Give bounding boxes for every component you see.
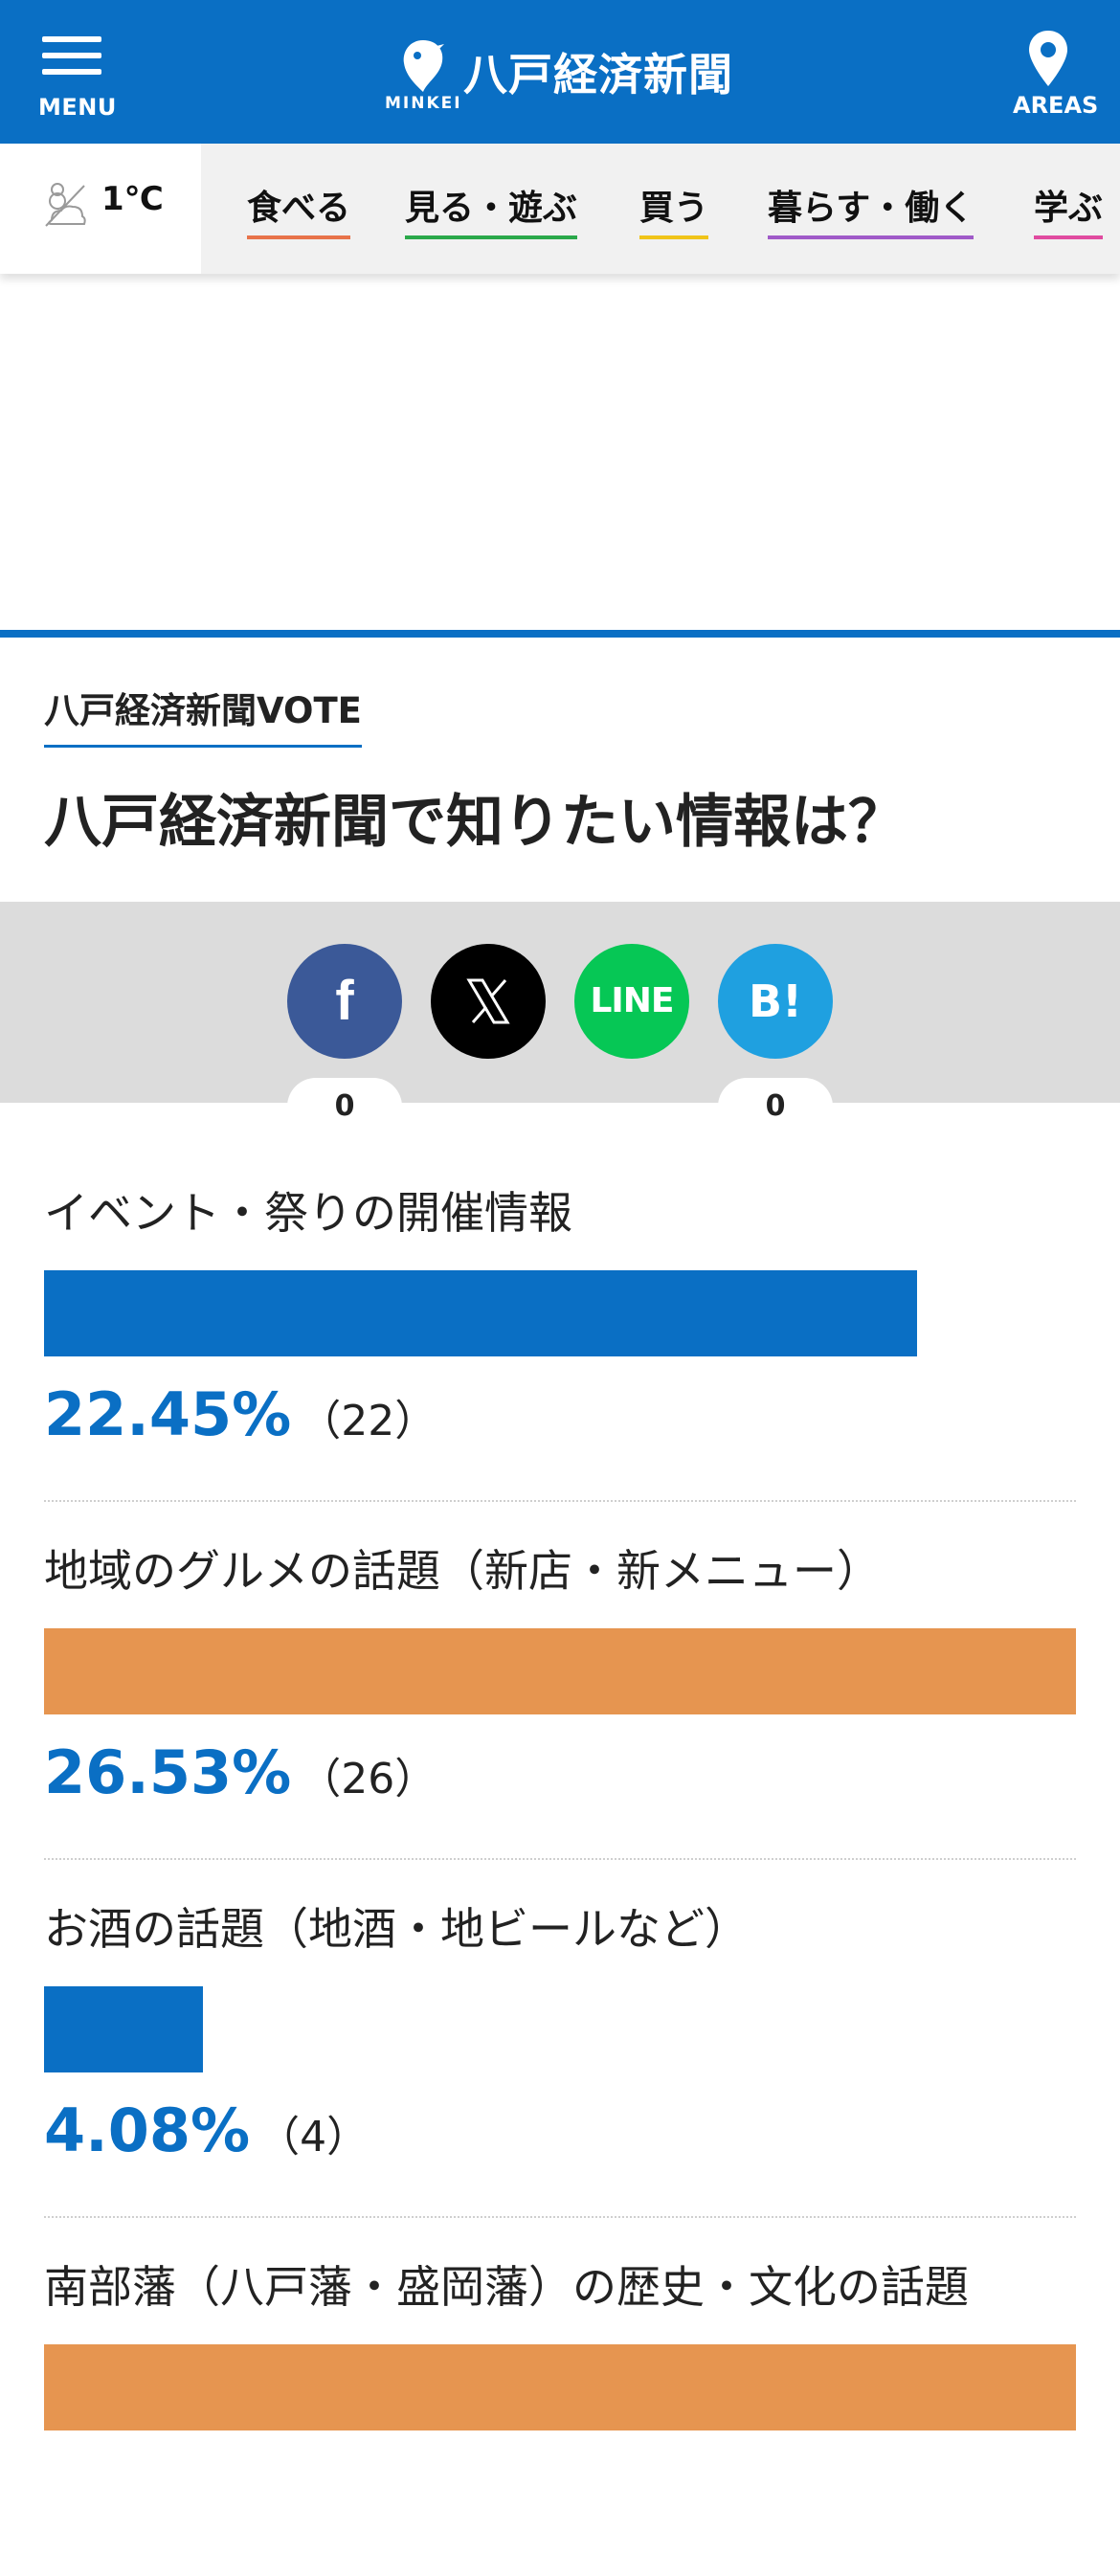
result-percent: 4.08% xyxy=(44,2095,251,2165)
facebook-share-button[interactable]: f xyxy=(287,944,402,1059)
category-nav: 1℃ 食べる 見る・遊ぶ 買う 暮らす・働く 学ぶ xyxy=(0,144,1120,274)
hatena-bookmark-button[interactable]: B! xyxy=(718,944,833,1059)
category-label: 買う xyxy=(639,189,709,228)
logo-subtext: MINKEI xyxy=(385,94,462,113)
map-pin-icon xyxy=(1029,31,1067,86)
site-logo[interactable]: 八戸経済新聞 MINKEI xyxy=(385,36,749,115)
category-underline xyxy=(768,235,974,239)
top-header: MENU 八戸経済新聞 MINKEI AREAS xyxy=(0,0,1120,144)
option-label: イベント・祭りの開催情報 xyxy=(44,1187,572,1239)
hamburger-icon xyxy=(38,36,111,75)
vote-option[interactable]: お酒の話題（地酒・地ビールなど） 4.08% （4） xyxy=(44,1860,1076,2218)
areas-label: AREAS xyxy=(1013,92,1099,119)
weather-widget[interactable]: 1℃ xyxy=(0,144,201,274)
category-tab-see-play[interactable]: 見る・遊ぶ xyxy=(405,180,578,239)
result-bar xyxy=(44,1986,203,2072)
result-count: （22） xyxy=(299,1397,437,1445)
facebook-share-count: 0 xyxy=(287,1078,402,1130)
hatena-icon: B! xyxy=(748,975,803,1027)
vote-option[interactable]: 地域のグルメの話題（新店・新メニュー） 26.53% （26） xyxy=(44,1502,1076,1860)
vote-option[interactable]: 南部藩（八戸藩・盛岡藩）の歴史・文化の話題 xyxy=(44,2218,1076,2576)
result-bar xyxy=(44,1270,917,1356)
section-divider xyxy=(0,630,1120,638)
result-bar xyxy=(44,2344,1076,2430)
category-tab-live-work[interactable]: 暮らす・働く xyxy=(768,180,974,239)
vote-results: イベント・祭りの開催情報 22.45% （22） 地域のグルメの話題（新店・新メニ… xyxy=(44,1144,1076,2576)
option-label: 地域のグルメの話題（新店・新メニュー） xyxy=(44,1545,881,1597)
vote-question-title: 八戸経済新聞で知りたい情報は？ xyxy=(44,789,906,856)
bird-logo-icon xyxy=(403,40,444,92)
share-bar: f LINE B! xyxy=(0,902,1120,1103)
category-tab-buy[interactable]: 買う xyxy=(639,180,709,239)
result-percent-row: 22.45% （22） xyxy=(44,1379,437,1449)
category-label: 暮らす・働く xyxy=(768,189,974,228)
category-underline xyxy=(405,235,578,239)
result-percent: 26.53% xyxy=(44,1737,292,1807)
category-underline xyxy=(1034,235,1104,239)
category-underline xyxy=(639,235,709,239)
category-tab-eat[interactable]: 食べる xyxy=(247,180,351,239)
line-icon: LINE xyxy=(590,981,674,1020)
vote-section-label: 八戸経済新聞VOTE xyxy=(44,682,362,748)
menu-label: MENU xyxy=(38,94,117,121)
result-percent: 22.45% xyxy=(44,1379,292,1449)
result-bar xyxy=(44,1628,1076,1714)
result-count: （26） xyxy=(299,1755,437,1803)
weather-temperature: 1℃ xyxy=(101,180,164,218)
category-label: 食べる xyxy=(247,189,351,228)
facebook-icon: f xyxy=(335,970,354,1032)
logo-text: 八戸経済新聞 xyxy=(463,49,733,101)
category-label: 学ぶ xyxy=(1034,189,1104,228)
option-label: お酒の話題（地酒・地ビールなど） xyxy=(44,1903,749,1955)
menu-button[interactable]: MENU xyxy=(38,36,116,123)
category-underline xyxy=(247,235,351,239)
x-share-button[interactable] xyxy=(431,944,546,1059)
result-percent-row xyxy=(44,2453,52,2523)
result-percent-row: 26.53% （26） xyxy=(44,1737,437,1807)
category-label: 見る・遊ぶ xyxy=(405,189,578,228)
line-share-button[interactable]: LINE xyxy=(574,944,689,1059)
snow-cloud-icon xyxy=(45,183,86,227)
areas-button[interactable]: AREAS xyxy=(1009,29,1099,124)
vote-option[interactable]: イベント・祭りの開催情報 22.45% （22） xyxy=(44,1144,1076,1502)
result-percent-row: 4.08% （4） xyxy=(44,2095,369,2165)
hatena-bookmark-count: 0 xyxy=(718,1078,833,1130)
result-count: （4） xyxy=(258,2113,370,2162)
option-label: 南部藩（八戸藩・盛岡藩）の歴史・文化の話題 xyxy=(44,2261,969,2313)
category-tab-learn[interactable]: 学ぶ xyxy=(1034,180,1104,239)
x-logo-icon xyxy=(466,978,510,1024)
